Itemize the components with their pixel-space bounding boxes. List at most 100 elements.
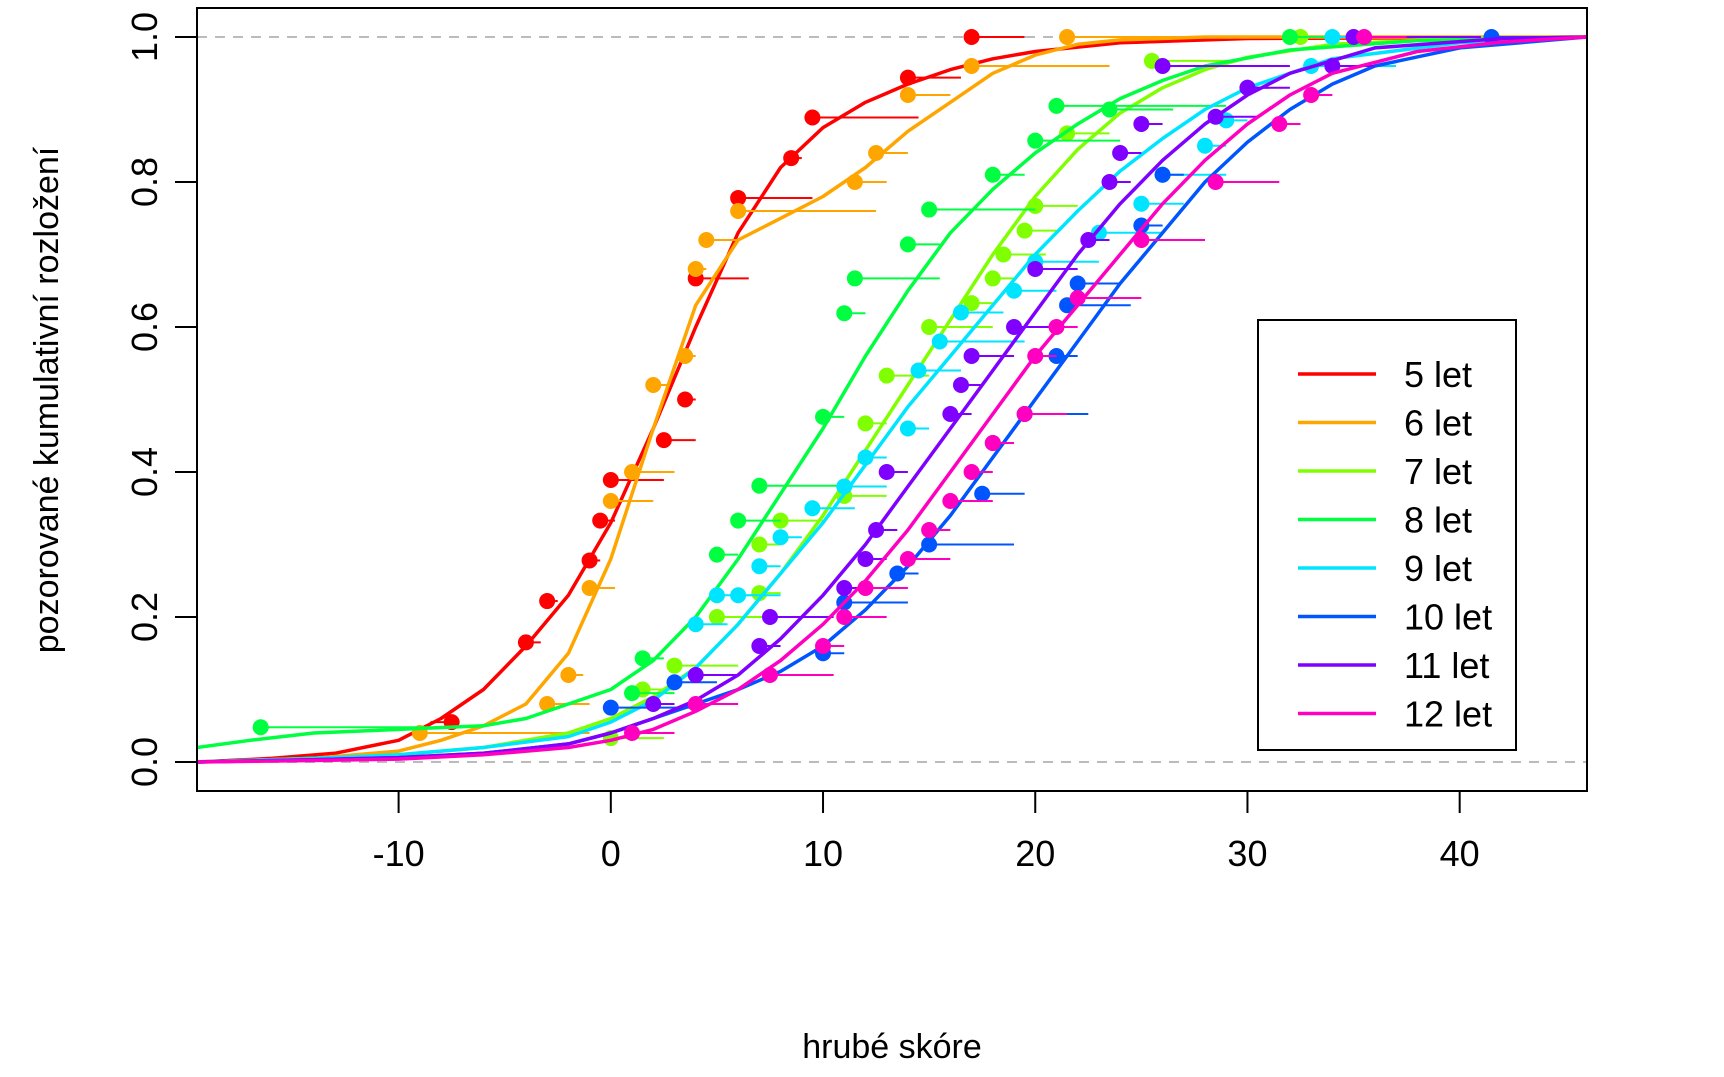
data-point <box>942 493 959 509</box>
legend-label: 8 let <box>1404 500 1472 541</box>
data-point <box>921 536 938 553</box>
data-point <box>645 377 662 393</box>
data-point <box>868 145 885 161</box>
data-point <box>1027 132 1044 149</box>
legend-label: 12 let <box>1404 694 1492 735</box>
data-point <box>602 471 619 488</box>
legend-label: 5 let <box>1404 354 1472 395</box>
data-point <box>846 174 863 190</box>
data-point <box>730 587 747 604</box>
data-point <box>602 699 619 716</box>
data-point <box>846 270 863 287</box>
data-point <box>1154 58 1171 74</box>
y-tick-label: 0.2 <box>124 592 165 642</box>
data-point <box>687 667 704 683</box>
series-7 <box>197 29 1587 764</box>
y-axis: 0.0 0.2 0.4 0.6 0.8 1.0 <box>124 12 198 787</box>
data-point <box>1154 166 1171 183</box>
data-point <box>592 512 609 529</box>
data-point <box>899 551 916 567</box>
data-point <box>517 634 534 651</box>
data-point <box>963 29 980 45</box>
series-layer <box>197 29 1587 764</box>
data-point <box>963 58 980 74</box>
data-point <box>751 477 768 494</box>
data-point <box>899 420 916 437</box>
data-point <box>666 674 683 691</box>
data-point <box>252 719 269 736</box>
data-point <box>1048 319 1065 335</box>
data-point <box>1027 197 1044 214</box>
data-point <box>539 593 556 610</box>
data-point <box>921 201 938 218</box>
data-point <box>1281 29 1298 45</box>
data-point <box>1133 116 1150 132</box>
data-point <box>1207 108 1224 125</box>
data-point <box>1112 145 1129 161</box>
data-point <box>804 500 821 517</box>
x-tick-label: 40 <box>1440 833 1480 874</box>
data-point <box>1006 282 1023 299</box>
data-point <box>1239 79 1256 96</box>
data-point <box>772 529 789 546</box>
data-point <box>984 166 1001 183</box>
data-point <box>995 246 1012 263</box>
data-point <box>921 522 938 538</box>
series-curve <box>197 35 1587 764</box>
data-point <box>687 696 704 712</box>
data-point <box>1324 29 1341 45</box>
data-point <box>677 348 694 364</box>
series-3 <box>197 29 1587 750</box>
data-point <box>984 270 1001 287</box>
data-point <box>1101 174 1118 190</box>
data-point <box>751 558 768 575</box>
data-point <box>677 391 694 408</box>
data-point <box>602 493 619 509</box>
x-axis: -10 0 10 20 30 40 <box>373 790 1480 874</box>
data-point <box>730 189 747 206</box>
x-axis-title: hrubé skóre <box>802 1028 982 1066</box>
data-point <box>1048 97 1065 114</box>
data-point <box>624 725 641 741</box>
x-tick-label: -10 <box>373 833 425 874</box>
data-point <box>836 478 853 495</box>
data-point <box>687 616 704 633</box>
data-point <box>1324 58 1341 74</box>
legend-box <box>1257 319 1517 751</box>
data-point <box>910 362 927 379</box>
data-point <box>1303 87 1320 103</box>
data-point <box>1080 232 1097 248</box>
data-point <box>624 464 641 480</box>
data-point <box>708 587 725 604</box>
data-point <box>1133 195 1150 212</box>
data-point <box>1133 217 1150 234</box>
y-tick-label: 0.6 <box>124 302 165 352</box>
data-point <box>878 464 895 480</box>
data-point <box>878 367 895 384</box>
data-point <box>1059 29 1076 45</box>
data-point <box>974 485 991 502</box>
data-point <box>730 512 747 529</box>
x-tick-label: 30 <box>1227 833 1267 874</box>
data-point <box>761 667 778 683</box>
x-tick-label: 20 <box>1015 833 1055 874</box>
data-point <box>921 319 938 335</box>
data-point <box>1016 406 1033 422</box>
data-point <box>708 609 725 625</box>
series-curve <box>197 35 1587 750</box>
y-axis-title: pozorované kumulativní rozložení <box>28 146 66 653</box>
data-point <box>751 585 768 602</box>
data-point <box>1207 174 1224 190</box>
data-point <box>836 609 853 625</box>
data-point <box>645 696 662 712</box>
data-point <box>857 415 874 432</box>
series-2 <box>197 29 1587 764</box>
data-point <box>581 580 598 596</box>
legend-label: 9 let <box>1404 548 1472 589</box>
data-point <box>836 305 853 322</box>
data-point <box>1027 348 1044 364</box>
data-point <box>539 696 556 712</box>
data-point <box>751 536 768 553</box>
data-point <box>655 432 672 449</box>
